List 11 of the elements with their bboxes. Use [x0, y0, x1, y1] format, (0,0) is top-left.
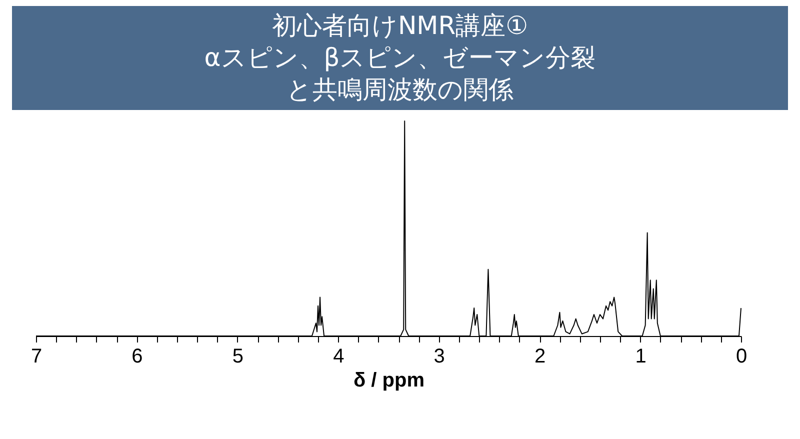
- x-tick-label: 0: [736, 346, 748, 368]
- x-tick-label: 1: [635, 346, 646, 368]
- x-tick-label: 6: [132, 346, 143, 368]
- x-axis-title: δ / ppm: [353, 370, 425, 392]
- x-tick-label: 2: [534, 346, 546, 368]
- x-tick-label: 3: [434, 346, 445, 368]
- x-tick-label: 5: [232, 346, 244, 368]
- x-tick-label: 7: [30, 346, 42, 368]
- chart-subtitle: αスピン、βスピン、ゼーマン分裂と共鳴周波数の関係: [204, 42, 596, 106]
- chart-title: 初心者向けNMR講座①: [270, 10, 530, 42]
- x-tick-label: 4: [333, 346, 344, 368]
